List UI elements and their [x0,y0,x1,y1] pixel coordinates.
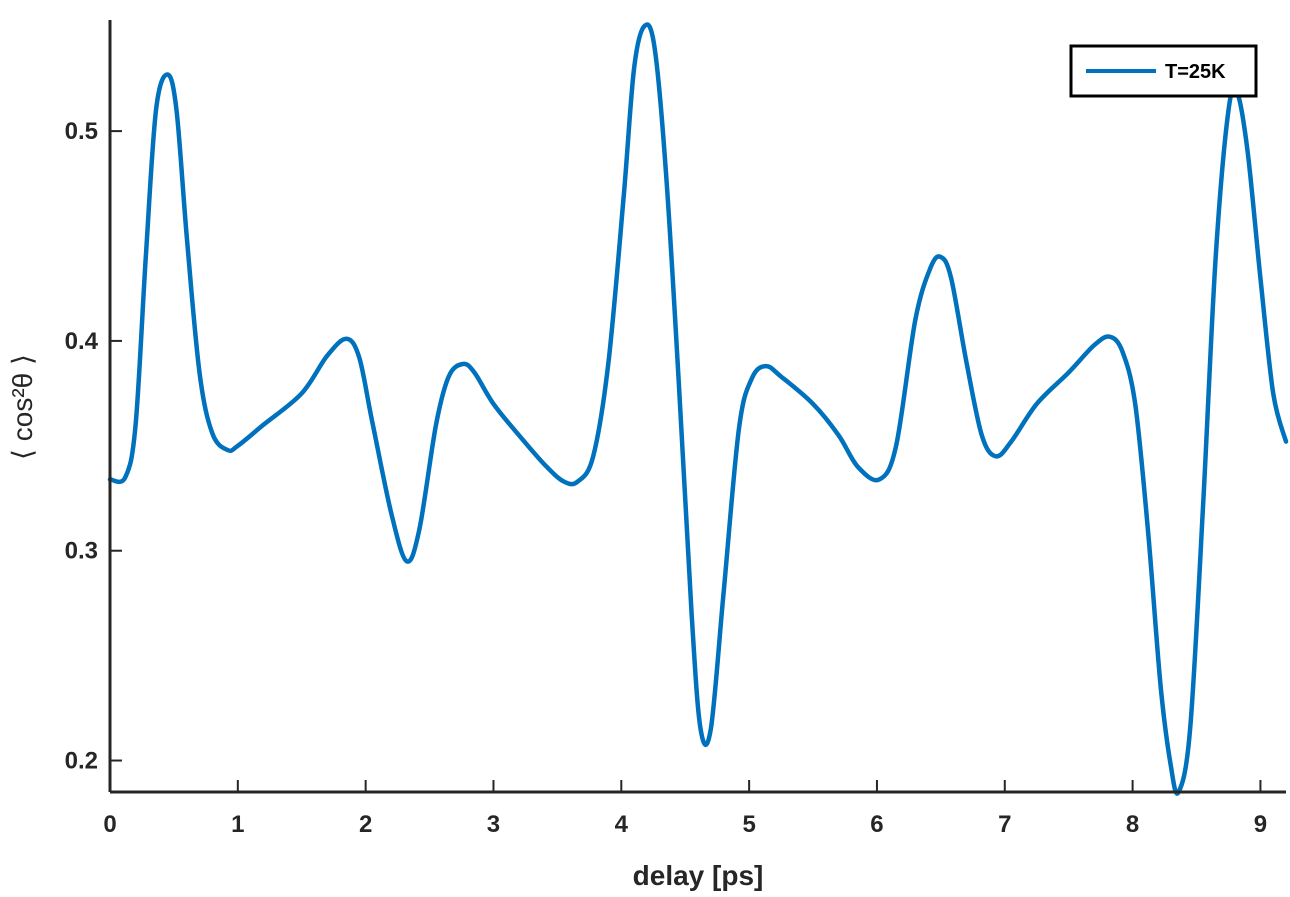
y-tick-label: 0.3 [65,538,98,565]
y-tick-label: 0.5 [65,118,98,145]
y-axis-ticks: 0.2 0.3 0.4 0.5 [65,118,122,775]
x-tick-label: 1 [231,811,244,838]
legend: T=25K [1069,44,1258,98]
x-tick-label: 2 [359,811,372,838]
x-tick-label: 3 [487,811,500,838]
x-tick-label: 8 [1126,811,1139,838]
x-tick-label: 6 [870,811,883,838]
x-tick-label: 7 [998,811,1011,838]
x-axis-ticks: 0 1 2 3 4 5 6 7 8 9 [103,780,1267,838]
series-line [107,22,1289,796]
x-tick-label: 9 [1254,811,1267,838]
y-tick-label: 0.4 [65,328,99,355]
x-tick-label: 0 [103,811,116,838]
x-tick-label: 4 [615,811,629,838]
legend-label: T=25K [1165,61,1226,83]
y-axis-label: ⟨ cos²θ ⟩ [7,354,38,460]
axes-frame [108,20,1286,794]
x-axis-label: delay [ps] [633,860,764,891]
x-tick-label: 5 [742,811,755,838]
series-layer [107,22,1289,796]
y-tick-label: 0.2 [65,748,98,775]
